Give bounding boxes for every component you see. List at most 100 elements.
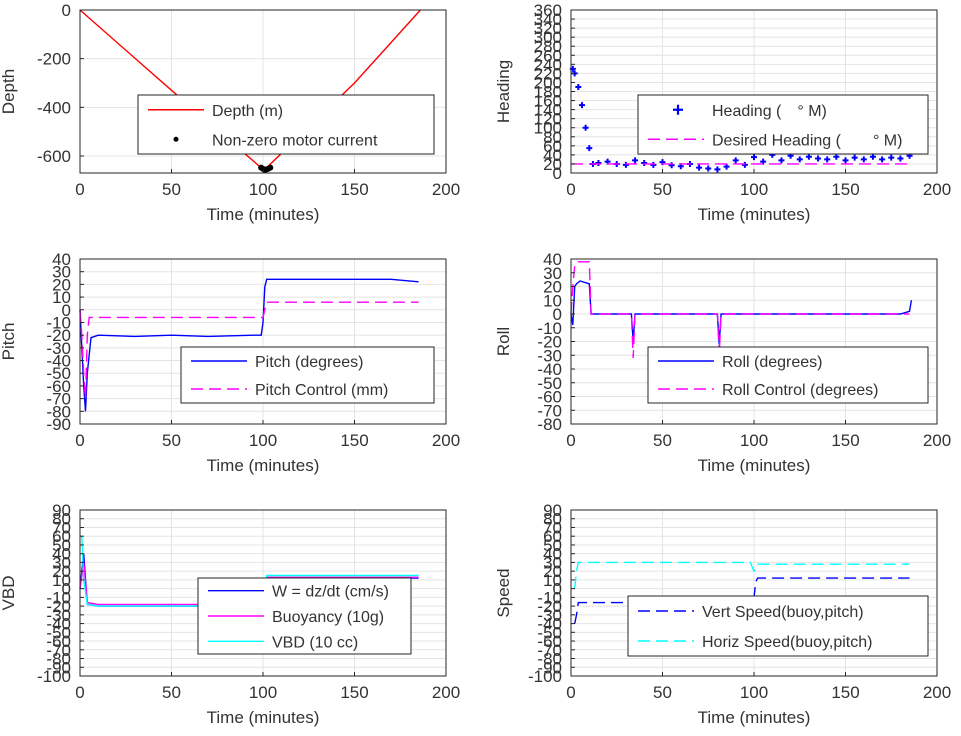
legend-label: VBD (10 cc) (272, 634, 358, 651)
series-1-point (714, 166, 721, 173)
y-tick-label: 0 (62, 301, 71, 320)
legend-label: Pitch (degrees) (255, 354, 364, 371)
y-tick-label: 10 (543, 291, 562, 310)
series-1-point (696, 164, 703, 171)
y-tick-label: 60 (543, 137, 562, 156)
x-tick-label: 150 (831, 683, 859, 702)
y-tick-label: -200 (37, 50, 71, 69)
y-tick-label: 30 (52, 263, 71, 282)
y-tick-label: 180 (534, 83, 562, 102)
y-tick-label: 30 (52, 553, 71, 572)
legend-box (647, 346, 929, 404)
series-1-point (851, 154, 858, 161)
series-1-point (575, 83, 582, 90)
series-1-point (622, 161, 629, 168)
x-axis-label: Time (minutes) (698, 205, 811, 224)
legend-label: Horiz Speed(buoy,pitch) (702, 634, 872, 651)
chart-5: 0 50 100 150 2009080706050403020100-10-20-30… (0, 501, 460, 727)
x-tick-label: 50 (162, 683, 181, 702)
y-tick-label: 0 (62, 1, 71, 20)
legend-label: Roll (degrees) (722, 354, 822, 371)
y-tick-label: -90 (46, 415, 71, 434)
y-tick-label: 100 (534, 119, 562, 138)
y-tick-label: 0 (553, 580, 562, 599)
series-2-line (79, 301, 419, 399)
x-tick-label: 100 (249, 683, 277, 702)
y-tick-label: 20 (543, 155, 562, 174)
series-1-line (574, 577, 910, 624)
y-tick-label: -20 (46, 326, 71, 345)
chart-2: 0 50 100 150 2000204060801001201401601802002… (494, 1, 951, 224)
legend-label: Roll Control (degrees) (722, 382, 879, 399)
x-axis-label: Time (minutes) (698, 456, 811, 475)
y-tick-label: 10 (52, 288, 71, 307)
y-tick-label: -70 (537, 401, 562, 420)
x-tick-label: 0 (566, 683, 575, 702)
y-tick-label: 120 (534, 110, 562, 129)
x-axis-label: Time (minutes) (207, 456, 320, 475)
y-tick-label: -40 (46, 352, 71, 371)
series-1-point (723, 163, 730, 170)
legend: Heading ( ° M) Desired Heading ( ° M) (637, 94, 929, 155)
chart-4: 0 50 100 150 200403020100-10-20-30-40-50-60-… (494, 250, 951, 475)
y-axis-label: Depth (0, 69, 18, 114)
x-tick-label: 150 (340, 431, 368, 450)
legend-label: Depth (m) (212, 103, 283, 120)
y-tick-label: 30 (543, 553, 562, 572)
legend-label: Heading ( ° M) (712, 103, 827, 120)
y-tick-label: -80 (537, 415, 562, 434)
series-1-point (595, 160, 602, 167)
y-tick-label: 0 (553, 305, 562, 324)
legend: Vert Speed(buoy,pitch) Horiz Speed(buoy,p… (627, 595, 929, 657)
y-tick-label: 10 (52, 571, 71, 590)
series-1-point (751, 154, 757, 161)
y-tick-label: 70 (543, 518, 562, 537)
series-1-point (578, 102, 585, 109)
legend-box (627, 595, 929, 657)
y-tick-label: -10 (46, 588, 71, 607)
y-tick-label: 10 (543, 571, 562, 590)
y-tick-label: -70 (46, 390, 71, 409)
legend-marker (673, 104, 683, 115)
y-tick-label: 50 (543, 536, 562, 555)
x-tick-label: 50 (653, 431, 672, 450)
y-axis-label: VBD (0, 576, 18, 611)
y-axis-label: Speed (494, 568, 513, 617)
y-tick-label: -20 (537, 333, 562, 352)
chart-3: 0 50 100 150 200403020100-10-20-30-40-50-60-… (0, 250, 460, 475)
y-tick-label: 240 (534, 55, 562, 74)
y-tick-label: -20 (537, 597, 562, 616)
x-tick-label: 100 (740, 431, 768, 450)
y-tick-label: 0 (553, 164, 562, 183)
x-tick-label: 50 (162, 180, 181, 199)
y-tick-label: -20 (46, 597, 71, 616)
y-tick-label: 20 (543, 278, 562, 297)
y-tick-label: -40 (46, 615, 71, 634)
series-1-line (570, 280, 913, 345)
y-tick-label: -50 (537, 623, 562, 642)
chart-6: 0 50 100 150 2009080706050403020100-10-20-30… (494, 501, 951, 727)
series-1-line (79, 278, 419, 412)
y-tick-label: 90 (52, 501, 71, 520)
x-tick-label: 0 (566, 431, 575, 450)
series-1-point (741, 161, 748, 168)
y-tick-label: -90 (537, 658, 562, 677)
y-tick-label: -600 (37, 147, 71, 166)
y-tick-label: -30 (537, 346, 562, 365)
x-axis-label: Time (minutes) (698, 708, 811, 727)
series-2-point (267, 164, 274, 171)
y-tick-label: 0 (62, 580, 71, 599)
legend-label: Desired Heading ( ° M) (712, 132, 902, 149)
y-tick-label: 80 (543, 128, 562, 147)
x-tick-label: 150 (340, 683, 368, 702)
y-tick-label: 220 (534, 64, 562, 83)
series-1-point (705, 165, 712, 172)
legend-label: Buoyancy (10g) (272, 609, 384, 626)
series-1-point (888, 154, 895, 161)
series-1-point (860, 156, 867, 163)
x-tick-label: 150 (831, 431, 859, 450)
legend-box (637, 94, 929, 155)
legend-marker (173, 136, 179, 142)
y-tick-label: -90 (46, 658, 71, 677)
legend: Roll (degrees) Roll Control (degrees) (647, 346, 929, 404)
